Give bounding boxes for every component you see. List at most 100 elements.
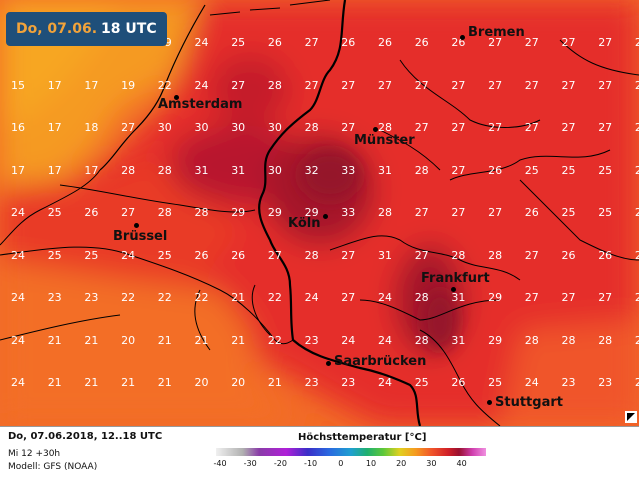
- grid-value: 29: [488, 333, 503, 347]
- city-label: Saarbrücken: [334, 354, 427, 369]
- grid-value: 21: [194, 333, 209, 347]
- grid-value: 27: [634, 78, 639, 92]
- city-marker: [322, 213, 328, 219]
- grid-value: 24: [634, 163, 639, 177]
- grid-value: 27: [561, 78, 576, 92]
- corner-arrow-icon[interactable]: [625, 411, 637, 423]
- grid-value: 20: [231, 376, 246, 389]
- grid-value: 27: [524, 121, 539, 134]
- grid-value: 25: [47, 206, 62, 219]
- grid-value: 23: [304, 376, 319, 389]
- city-label: Frankfurt: [421, 271, 490, 286]
- grid-value: 28: [378, 121, 392, 134]
- grid-value: 24: [11, 291, 25, 304]
- grid-value: 27: [304, 78, 319, 92]
- city-label: Münster: [354, 133, 415, 148]
- grid-value: 25: [598, 206, 613, 219]
- grid-value: 27: [488, 206, 503, 219]
- grid-value: 28: [451, 248, 466, 262]
- grid-value: 21: [84, 333, 99, 347]
- city-label: Stuttgart: [495, 395, 563, 410]
- forecast-date: Do, 07.06.: [16, 21, 98, 37]
- grid-value: 26: [524, 206, 539, 219]
- grid-value: 21: [231, 333, 246, 347]
- grid-value: 26: [598, 248, 613, 262]
- city-marker: [325, 360, 331, 366]
- legend-tick: 30: [426, 459, 437, 468]
- grid-value: 22: [267, 291, 282, 304]
- grid-value: 29: [267, 206, 282, 219]
- grid-value: 30: [267, 163, 282, 177]
- grid-value: 25: [561, 206, 576, 219]
- grid-value: 27: [451, 121, 466, 134]
- grid-value: 27: [634, 121, 639, 134]
- legend-tick: -40: [213, 459, 227, 468]
- grid-value: 24: [11, 206, 25, 219]
- run-info: Do, 07.06.2018, 12..18 UTC: [8, 431, 163, 442]
- city-marker: [372, 126, 378, 132]
- grid-value: 27: [121, 206, 136, 219]
- grid-value: 28: [414, 163, 429, 177]
- grid-value: 27: [524, 291, 539, 304]
- grid-value: 27: [598, 36, 613, 49]
- grid-value: 21: [84, 376, 99, 389]
- grid-value: 24: [121, 248, 136, 262]
- grid-value: 22: [121, 291, 136, 304]
- grid-value: 25: [524, 163, 539, 177]
- grid-value: 27: [414, 248, 429, 262]
- grid-value: 27: [341, 78, 356, 92]
- legend-tick: 10: [365, 459, 377, 468]
- grid-value: 27: [524, 36, 539, 49]
- grid-value: 27: [561, 121, 576, 134]
- forecast-hour: 18 UTC: [101, 21, 157, 37]
- grid-value: 23: [304, 333, 319, 347]
- grid-value: 26: [267, 36, 282, 49]
- grid-value: 23: [84, 291, 99, 304]
- grid-value: 19: [121, 78, 136, 92]
- grid-value: 26: [488, 163, 503, 177]
- grid-value: 24: [11, 376, 25, 389]
- grid-value: 27: [341, 248, 356, 262]
- grid-value: 25: [84, 248, 99, 262]
- grid-value: 28: [157, 206, 172, 219]
- grid-value: 28: [304, 248, 319, 262]
- grid-value: 33: [341, 206, 356, 219]
- grid-value: 27: [561, 36, 576, 49]
- grid-value: 28: [121, 163, 136, 177]
- grid-value: 27: [341, 291, 356, 304]
- grid-value: 17: [47, 163, 62, 177]
- grid-value: 31: [194, 163, 209, 177]
- grid-value: 27: [231, 78, 246, 92]
- grid-value: 31: [231, 163, 246, 177]
- city-marker: [133, 222, 139, 228]
- grid-value: 21: [47, 376, 62, 389]
- grid-value: 26: [634, 248, 639, 262]
- city-marker: [486, 399, 492, 405]
- grid-value: 27: [341, 121, 356, 134]
- grid-value: 21: [267, 376, 282, 389]
- grid-value: 27: [488, 78, 503, 92]
- grid-value: 28: [194, 206, 209, 219]
- grid-value: 28: [488, 248, 503, 262]
- legend-tick: 20: [396, 459, 407, 468]
- grid-value: 29: [231, 206, 246, 219]
- grid-value: 27: [451, 163, 466, 177]
- legend-tick: 0: [338, 459, 344, 468]
- grid-value: 28: [524, 333, 539, 347]
- grid-value: 28: [634, 36, 639, 49]
- legend-tick: -10: [304, 459, 318, 468]
- grid-value: 30: [267, 121, 282, 134]
- grid-value: 24: [378, 291, 392, 304]
- grid-value: 26: [194, 248, 209, 262]
- city-marker: [450, 286, 456, 292]
- model-info: Modell: GFS (NOAA): [8, 462, 98, 472]
- legend-title: Höchsttemperatur [°C]: [298, 432, 427, 443]
- grid-value: 25: [414, 376, 429, 389]
- grid-value: 28: [304, 121, 319, 134]
- grid-value: 26: [451, 376, 466, 389]
- footer: Do, 07.06.2018, 12..18 UTC Mi 12 +30h Mo…: [0, 426, 639, 479]
- grid-value: 25: [598, 163, 613, 177]
- grid-value: 28: [267, 78, 282, 92]
- grid-value: 21: [157, 376, 172, 389]
- grid-value: 27: [414, 78, 429, 92]
